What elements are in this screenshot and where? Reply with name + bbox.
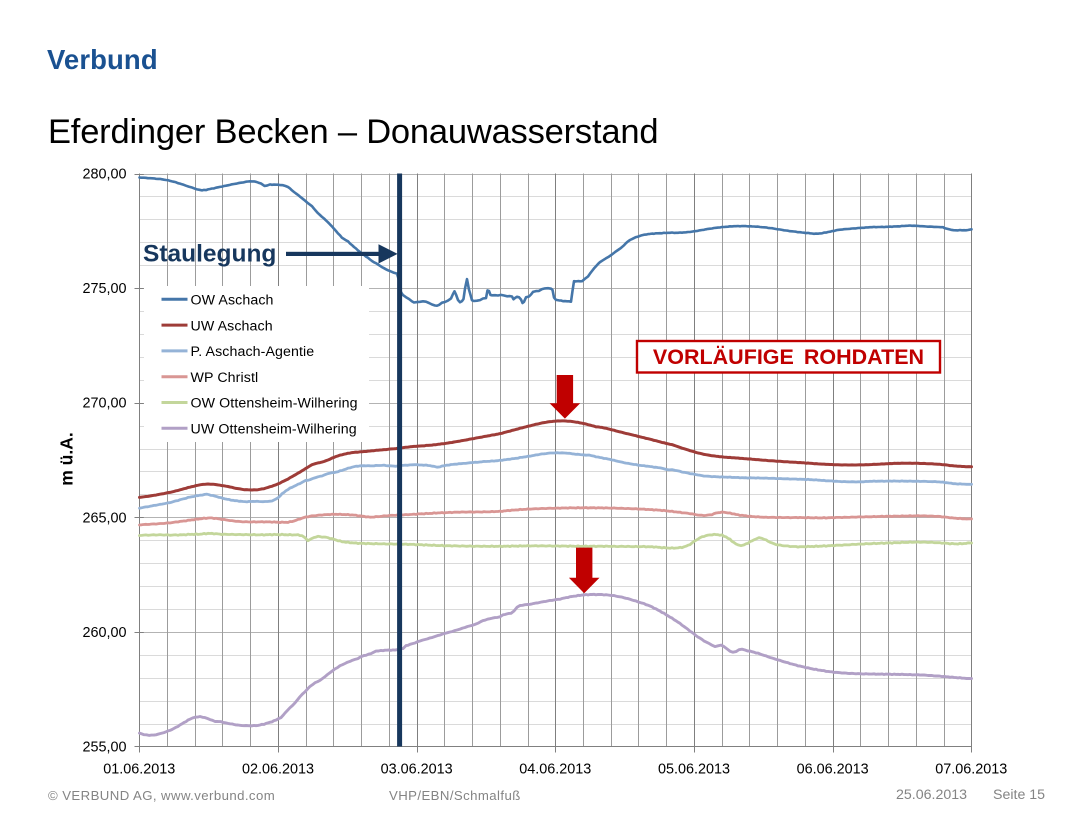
svg-text:WP Christl: WP Christl <box>191 370 259 386</box>
svg-text:OW Ottensheim-Wilhering: OW Ottensheim-Wilhering <box>191 396 358 412</box>
svg-text:UW Aschach: UW Aschach <box>191 318 273 334</box>
svg-text:P. Aschach-Agentie: P. Aschach-Agentie <box>191 344 315 360</box>
svg-text:06.06.2013: 06.06.2013 <box>797 762 869 778</box>
svg-text:03.06.2013: 03.06.2013 <box>381 762 453 778</box>
svg-text:UW Ottensheim-Wilhering: UW Ottensheim-Wilhering <box>191 422 357 438</box>
svg-text:04.06.2013: 04.06.2013 <box>519 762 591 778</box>
svg-text:07.06.2013: 07.06.2013 <box>935 762 1007 778</box>
svg-text:02.06.2013: 02.06.2013 <box>242 762 314 778</box>
svg-text:280,00: 280,00 <box>82 167 126 183</box>
svg-text:275,00: 275,00 <box>82 281 126 297</box>
svg-text:260,00: 260,00 <box>82 625 126 641</box>
svg-text:OW Aschach: OW Aschach <box>191 293 274 309</box>
svg-text:255,00: 255,00 <box>82 740 126 756</box>
svg-text:m ü.A.: m ü.A. <box>57 432 77 485</box>
svg-text:265,00: 265,00 <box>82 510 126 526</box>
svg-text:VORLÄUFIGE ROHDATEN: VORLÄUFIGE ROHDATEN <box>653 345 924 369</box>
svg-text:Staulegung: Staulegung <box>143 241 276 268</box>
svg-text:270,00: 270,00 <box>82 396 126 412</box>
svg-text:01.06.2013: 01.06.2013 <box>103 762 175 778</box>
svg-text:05.06.2013: 05.06.2013 <box>658 762 730 778</box>
